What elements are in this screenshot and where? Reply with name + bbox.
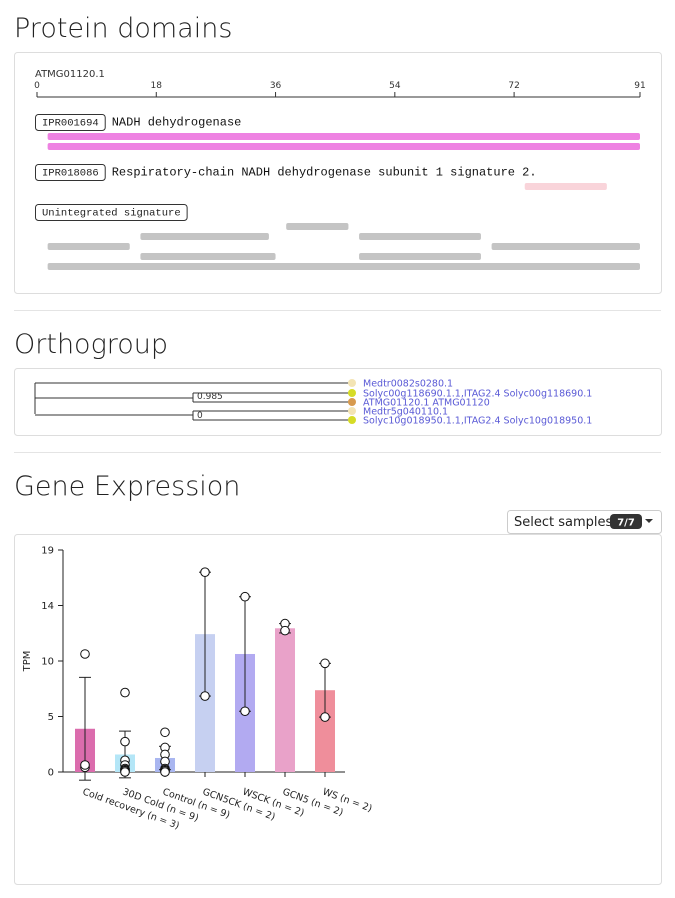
badge-text: 7/7 — [617, 518, 635, 529]
leaf-dot — [348, 407, 356, 415]
panel — [14, 534, 662, 885]
sample-point — [320, 658, 330, 669]
y-tick-label: 19 — [41, 546, 54, 557]
y-tick-label: 14 — [41, 601, 54, 612]
sample-point — [320, 712, 330, 722]
leaf-dot — [348, 416, 356, 424]
bar — [275, 628, 295, 772]
support-label: 0 — [197, 411, 203, 421]
heading: Protein domains — [14, 13, 232, 44]
domain-bar — [491, 243, 640, 250]
leaf-label: Medtr0082s0280.1 — [363, 379, 453, 390]
leaf-label: ATMG01120.1 ATMG01120 — [363, 398, 490, 409]
signature-box — [35, 114, 106, 131]
sample-point — [240, 591, 250, 602]
protein-label: ATMG01120.1 — [35, 69, 105, 80]
domain-bar — [47, 263, 641, 270]
tick-label: 18 — [151, 81, 163, 91]
sample-point — [80, 649, 90, 659]
select-samples-button[interactable]: Select samples 7/7 — [507, 510, 662, 534]
signature-label: IPR018086 — [42, 168, 99, 180]
signature-box — [35, 164, 106, 181]
tick-label: 54 — [389, 81, 401, 91]
badge — [610, 514, 642, 529]
signature-name: NADH dehydrogenase — [112, 116, 242, 130]
sample-point — [120, 687, 130, 698]
bar — [195, 634, 215, 772]
heading: Gene Expression — [14, 471, 240, 502]
leaf-label: Solyc10g018950.1.1,ITAG2.4 Solyc10g01895… — [363, 416, 592, 427]
sample-point — [160, 767, 170, 777]
leaf-dot — [348, 389, 356, 397]
caret — [645, 519, 653, 523]
signature-label: IPR001694 — [42, 118, 99, 130]
bar — [315, 690, 335, 772]
sample-point — [200, 691, 210, 701]
tree — [34, 382, 352, 421]
sample-point — [80, 760, 90, 770]
leaf-label: Medtr5g040110.1 — [363, 407, 448, 418]
y-axis-label: TPM — [22, 651, 33, 673]
y-tick-label: 0 — [48, 768, 54, 779]
domain-bar — [47, 133, 641, 140]
sample-point — [120, 736, 130, 747]
signature-name: Respiratory-chain NADH dehydrogenase sub… — [112, 166, 537, 180]
leaf-dot — [348, 379, 356, 387]
sample-point — [120, 767, 130, 777]
domain-bar — [140, 233, 269, 240]
y-tick-label: 5 — [48, 712, 54, 723]
sample-point — [280, 625, 290, 636]
leaf-label: Solyc00g118690.1.1,ITAG2.4 Solyc00g11869… — [363, 389, 592, 400]
domain-bar — [359, 253, 481, 260]
tick-label: 0 — [34, 81, 40, 91]
signature-box — [35, 204, 188, 221]
y-tick-label: 10 — [41, 657, 54, 668]
tick-label: 36 — [270, 81, 282, 91]
domain-bar — [359, 233, 481, 240]
domain-bar — [47, 143, 641, 150]
tick-label: 72 — [508, 81, 519, 91]
support-label: 0.985 — [197, 392, 223, 402]
sample-point — [240, 706, 250, 717]
sample-point — [200, 567, 210, 578]
domain-bar — [524, 183, 607, 190]
leaf-dot — [348, 398, 356, 406]
heading: Orthogroup — [14, 329, 168, 360]
domain-bar — [140, 253, 276, 260]
tick-label: 91 — [634, 81, 645, 91]
signature-label: Unintegrated signature — [42, 208, 181, 220]
button-label[interactable]: Select samples — [514, 515, 613, 530]
sample-point — [160, 727, 170, 738]
domain-bar — [47, 243, 130, 250]
domain-bar — [286, 223, 349, 230]
